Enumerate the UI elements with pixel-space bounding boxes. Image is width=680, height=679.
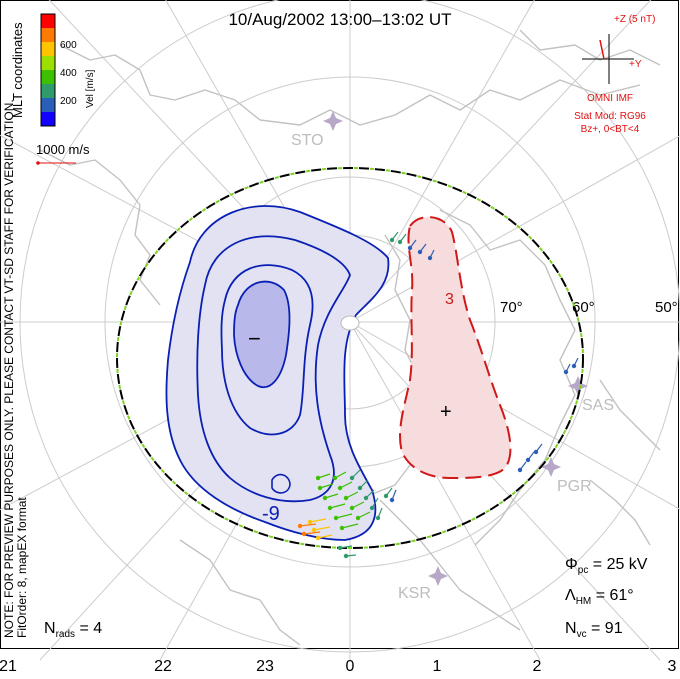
station-sas: SAS (568, 376, 614, 414)
station-sas-label: SAS (582, 397, 614, 414)
scale-vector-dot (36, 161, 40, 165)
mlt-tick-21: 21 (0, 658, 17, 674)
imf-y-label: +Y (629, 59, 642, 70)
dusk-contour-label: -9 (262, 503, 280, 525)
dawn-convection-cell: + 3 (399, 216, 512, 480)
velocity-vectors (297, 231, 579, 559)
colorbar-frame (40, 13, 56, 127)
colorbar-tick-400: 400 (60, 68, 77, 79)
colorbar-cell (41, 56, 55, 71)
station-sas-marker (568, 376, 588, 396)
lambda-value: = 61° (591, 587, 633, 604)
nrads-symbol: N (44, 620, 56, 637)
velocity-colorbar: 600 400 200 Vel [m/s] (40, 13, 96, 127)
magnetic-pole-marker (340, 315, 360, 331)
mlt-tick-0: 0 (346, 658, 355, 674)
latitude-labels: 70° 60° 50° (500, 299, 678, 316)
lambda-symbol: Λ (565, 587, 576, 604)
colorbar-cell (41, 70, 55, 85)
preview-note: NOTE: FOR PREVIEW PURPOSES ONLY. PLEASE … (2, 99, 16, 638)
dawn-contour-label: 3 (445, 291, 454, 308)
colorbar-tick-600: 600 (60, 40, 77, 51)
dawn-outer-contour (399, 216, 512, 480)
mlt-tick-22: 22 (154, 658, 172, 674)
nvc-stat: Nvc = 91 (565, 620, 623, 640)
dusk-minus-symbol: − (248, 326, 261, 351)
imf-clock: +Z (5 nT) +Y OMNI IMF Stat Mod: RG96 Bz+… (574, 14, 655, 135)
colorbar-cell (41, 14, 55, 29)
dusk-core-contour (233, 280, 291, 389)
station-ksr-label: KSR (398, 585, 431, 602)
colorbar-cell (41, 84, 55, 99)
colorbar-cell (41, 112, 55, 127)
dusk-mid-contour (196, 235, 351, 503)
colorbar-tick-200: 200 (60, 96, 77, 107)
phi-symbol: Φ (565, 556, 578, 573)
station-pgr-marker (541, 457, 561, 477)
hmb-green-dash (116, 167, 584, 549)
colorbar-cells (41, 14, 55, 127)
map-title: 10/Aug/2002 13:00–13:02 UT (228, 10, 451, 29)
station-ksr: KSR (398, 566, 448, 602)
lambda-hm-stat: ΛHM = 61° (565, 587, 634, 607)
lat-label-50: 50° (655, 299, 678, 316)
dusk-inner-contour (220, 264, 314, 436)
heppner-maynard-boundary (116, 167, 584, 549)
nrads-stat: Nrads = 4 (44, 620, 102, 640)
vector-scale: 1000 m/s (36, 142, 90, 165)
coord-system-label: MLT coordinates (10, 22, 25, 118)
hmb-black-dash (116, 167, 584, 549)
nvc-value: = 91 (587, 620, 623, 637)
lat-label-60: 60° (572, 299, 595, 316)
station-pgr-label: PGR (557, 478, 592, 495)
fit-statistics: Φpc = 25 kV ΛHM = 61° Nvc = 91 Nrads = 4 (44, 556, 648, 640)
stat-model: Stat Mod: RG96 (574, 111, 646, 122)
station-ksr-marker (428, 566, 448, 586)
colorbar-cell (41, 28, 55, 43)
lat-label-70: 70° (500, 299, 523, 316)
phi-pc-stat: Φpc = 25 kV (565, 556, 648, 576)
imf-z-label: +Z (5 nT) (614, 14, 655, 25)
mlt-axis: 21 22 23 0 1 2 3 (0, 658, 677, 675)
imf-condition: Bz+, 0<BT<4 (581, 124, 640, 135)
lambda-sub: HM (576, 596, 592, 607)
fit-order-note: FitOrder: 8, mapEX format (15, 497, 29, 638)
station-sto-marker (323, 111, 343, 131)
mlt-tick-3: 3 (668, 658, 677, 674)
phi-value: = 25 kV (588, 556, 647, 573)
dusk-small-contour (271, 473, 291, 494)
coastlines (39, 29, 661, 646)
colorbar-cell (41, 98, 55, 113)
mlt-tick-23: 23 (256, 658, 274, 674)
scale-label: 1000 m/s (36, 142, 90, 157)
phi-sub: pc (578, 565, 589, 576)
mlt-tick-1: 1 (433, 658, 442, 674)
station-pgr: PGR (541, 457, 592, 495)
nvc-sub: vc (577, 629, 587, 640)
radar-stations: STO SAS PGR KSR (291, 111, 614, 602)
station-sto: STO (291, 111, 343, 149)
nvc-symbol: N (565, 620, 577, 637)
mlt-tick-2: 2 (533, 658, 542, 674)
nrads-value: = 4 (75, 620, 102, 637)
nrads-sub: rads (56, 629, 75, 640)
station-sto-label: STO (291, 132, 324, 149)
imf-source: OMNI IMF (587, 93, 633, 104)
colorbar-cell (41, 42, 55, 57)
colorbar-label: Vel [m/s] (85, 69, 96, 108)
dawn-plus-symbol: + (440, 401, 452, 423)
dusk-convection-cell: − -9 (165, 205, 390, 541)
imf-vector (599, 39, 605, 60)
